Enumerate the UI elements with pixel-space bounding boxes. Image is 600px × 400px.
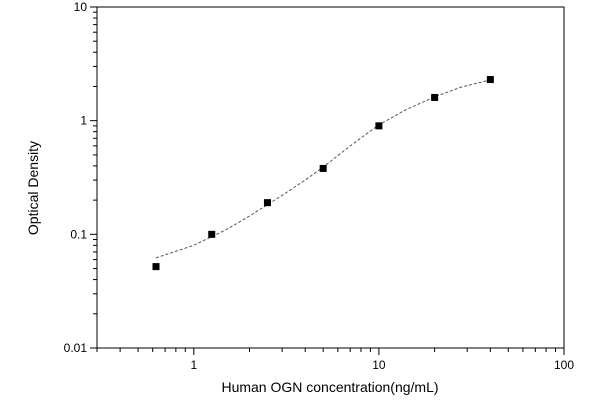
x-axis: 1 10 100 [96,348,574,372]
y-tick-label: 1 [80,114,87,128]
y-axis: 0.01 0.1 1 10 [64,0,97,355]
data-point [152,263,160,271]
x-axis-title: Human OGN concentration(ng/mL) [221,379,438,395]
x-tick-label: 1 [190,358,197,372]
data-point [486,76,494,84]
plot-frame [96,6,565,349]
data-point [263,199,271,207]
y-axis-title: Optical Density [25,141,41,235]
data-points [152,76,494,271]
data-point [375,122,383,130]
data-point [431,93,439,101]
x-tick-label: 100 [554,358,574,372]
y-tick-label: 10 [74,0,88,14]
y-tick-label: 0.01 [64,341,88,355]
data-point [208,230,216,238]
x-tick-label: 10 [372,358,386,372]
data-point [319,164,327,172]
y-tick-label: 0.1 [70,227,87,241]
